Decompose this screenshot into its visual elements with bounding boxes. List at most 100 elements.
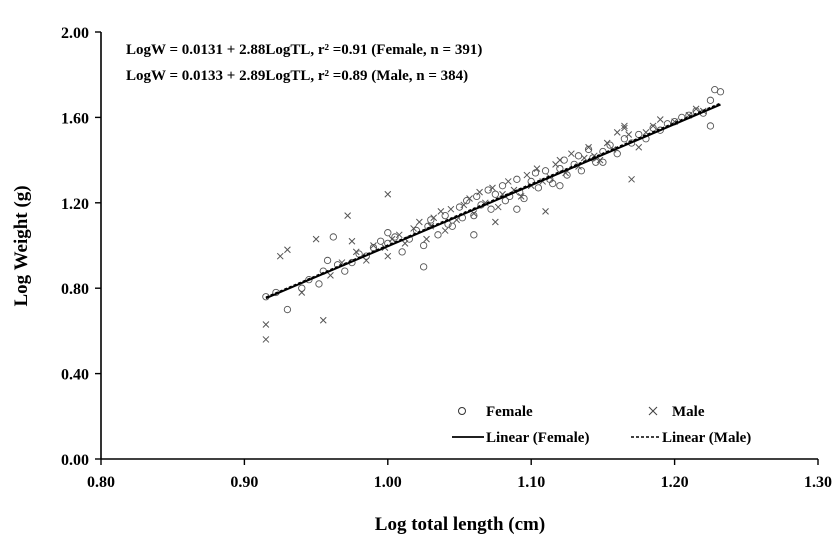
male-point: [312, 235, 320, 243]
male-point: [437, 207, 445, 215]
female-point: [305, 276, 313, 284]
female-point: [541, 167, 550, 175]
fit-line-female: [265, 103, 721, 300]
x-tick-label: 1.10: [517, 474, 545, 491]
female-point: [315, 280, 323, 288]
male-point: [362, 257, 370, 264]
male-point: [298, 289, 306, 296]
female-point: [487, 205, 495, 213]
female-point: [534, 184, 543, 192]
legend-linear-female-label: Linear (Female): [486, 430, 589, 446]
male-point: [692, 105, 700, 113]
equation-female: LogW = 0.0131 + 2.88LogTL, r² =0.91 (Fem…: [126, 42, 482, 58]
male-point: [395, 231, 403, 239]
female-point: [716, 88, 725, 96]
male-point: [491, 218, 499, 226]
male-point: [441, 227, 449, 234]
female-point: [592, 158, 600, 166]
female-point: [391, 233, 399, 241]
male-point: [533, 165, 541, 172]
female-point: [491, 190, 499, 198]
male-point: [327, 272, 334, 279]
male-point: [466, 195, 473, 202]
female-point: [329, 233, 337, 241]
male-point: [556, 156, 564, 164]
female-point: [384, 229, 392, 237]
male-point: [580, 154, 588, 162]
x-tick-label: 1.20: [661, 474, 689, 491]
male-point: [476, 188, 483, 196]
female-point: [323, 256, 332, 265]
female-point: [419, 263, 428, 271]
y-tick-label: 1.20: [61, 196, 89, 213]
female-point: [556, 164, 564, 173]
female-point: [455, 203, 464, 211]
female-point: [298, 284, 306, 292]
female-point: [513, 175, 521, 183]
male-point: [494, 203, 502, 211]
male-point: [352, 248, 360, 256]
female-point: [520, 194, 528, 203]
x-tick-label: 1.30: [804, 474, 832, 491]
male-point: [585, 143, 592, 151]
male-point: [517, 193, 525, 200]
male-point: [370, 242, 377, 249]
female-point: [470, 211, 478, 220]
female-point: [470, 231, 478, 239]
female-point: [448, 222, 456, 230]
female-point: [613, 150, 621, 158]
male-point: [410, 225, 417, 232]
female-point: [620, 135, 629, 143]
y-tick-label: 0.80: [61, 281, 89, 298]
x-tick-label: 0.80: [87, 474, 115, 491]
male-point: [625, 131, 633, 138]
male-point: [567, 150, 575, 158]
female-point: [427, 216, 435, 224]
female-point: [398, 248, 406, 256]
male-point: [613, 128, 621, 136]
female-point: [473, 192, 481, 201]
male-point: [489, 184, 496, 192]
male-point: [447, 205, 455, 213]
male-point: [262, 321, 270, 328]
male-point: [603, 139, 611, 147]
female-point: [584, 145, 593, 154]
male-point: [401, 240, 409, 247]
fit-lines: [265, 102, 721, 300]
female-point: [376, 237, 385, 245]
male-point: [430, 214, 438, 222]
female-point: [574, 152, 583, 160]
legend-linear-male-label: Linear (Male): [662, 430, 751, 446]
x-axis-label: Log total length (cm): [375, 514, 545, 535]
male-point: [649, 122, 657, 130]
male-point: [596, 156, 604, 164]
male-point: [384, 252, 392, 260]
male-point: [504, 178, 512, 185]
female-point: [434, 231, 442, 239]
x-ticks: 0.80 0.90 1.00 1.10 1.20 1.30: [87, 459, 832, 491]
male-point: [284, 246, 291, 254]
legend: Female Male Linear (Female) Linear (Male…: [452, 404, 751, 446]
male-point: [656, 116, 664, 123]
y-axis-label: Log Weight (g): [11, 185, 32, 306]
female-point: [283, 305, 292, 314]
female-point: [484, 186, 492, 194]
male-point: [628, 175, 635, 183]
x-tick-label: 0.90: [230, 474, 258, 491]
female-point: [549, 179, 557, 188]
male-point: [276, 252, 284, 260]
male-point: [621, 122, 628, 130]
male-point: [423, 235, 430, 243]
female-point: [560, 156, 568, 164]
female-point: [706, 122, 715, 130]
female-point: [706, 96, 715, 104]
female-point: [501, 197, 510, 205]
female-point: [513, 205, 521, 213]
legend-female-marker: [458, 407, 466, 415]
female-point: [498, 182, 507, 190]
male-point: [635, 143, 643, 151]
fit-line-male: [265, 102, 721, 298]
male-point: [384, 190, 392, 198]
y-tick-label: 2.00: [61, 25, 89, 42]
